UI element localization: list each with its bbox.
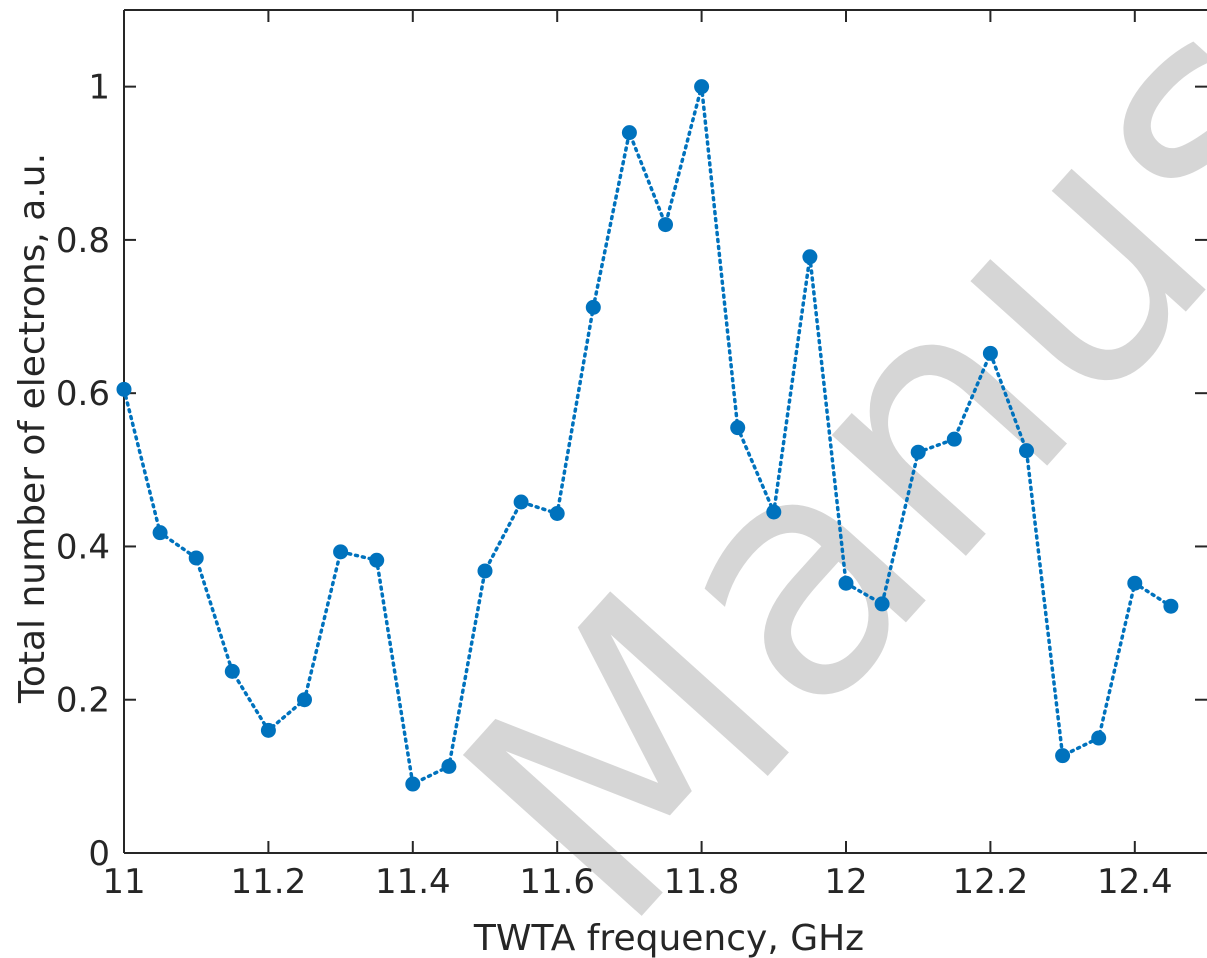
data-point (297, 692, 312, 708)
data-point (802, 249, 818, 265)
x-tick-label: 11.2 (231, 862, 307, 902)
data-point (477, 563, 493, 579)
data-point (224, 663, 240, 679)
y-tick-label: 0.4 (56, 527, 110, 567)
x-axis-label: TWTA frequency, GHz (473, 918, 864, 958)
x-tick-label: 12 (824, 862, 867, 902)
data-point (441, 758, 457, 774)
y-tick-label: 1 (88, 68, 110, 108)
data-point (549, 506, 565, 522)
data-point (982, 345, 998, 361)
data-point (116, 381, 132, 397)
y-axis-label: Total number of electrons, a.u. (12, 153, 53, 704)
axes: 11 11.2 11.4 11.6 11.8 12 12.2 12.4 0 0.2 0.4 0.6 0.… (56, 9, 1207, 902)
x-tick-label: 11.4 (375, 862, 451, 902)
data-point (730, 420, 746, 436)
x-tick-label: 12.4 (1097, 862, 1173, 902)
data-series (116, 79, 1179, 792)
data-point (910, 444, 926, 460)
data-point (694, 79, 710, 95)
data-point (513, 494, 529, 510)
y-tick-label: 0.2 (56, 681, 110, 721)
data-point (333, 544, 349, 560)
data-point (405, 776, 421, 792)
x-tick-label: 11 (102, 862, 145, 902)
data-point (152, 525, 168, 541)
data-point (621, 125, 637, 141)
data-point (1163, 598, 1179, 614)
y-tick-label: 0 (88, 834, 110, 874)
data-point (838, 575, 854, 591)
y-tick-label: 0.6 (56, 374, 110, 414)
data-point (188, 550, 204, 566)
y-tick-label: 0.8 (56, 221, 110, 261)
x-tick-label: 11.8 (664, 862, 740, 902)
x-tick-label: 11.6 (519, 862, 595, 902)
data-point (946, 431, 962, 447)
data-point (260, 722, 276, 738)
data-point (1055, 748, 1071, 764)
data-point (1019, 443, 1034, 459)
watermark: Manuscript (393, 0, 1207, 958)
series-line (122, 86, 1173, 787)
x-tick-label: 12.2 (953, 862, 1029, 902)
data-point (658, 217, 673, 233)
data-point (585, 299, 601, 315)
watermark-text: Manuscript (393, 0, 1207, 958)
data-point (874, 596, 890, 612)
data-point (1127, 575, 1143, 591)
data-point (1091, 730, 1107, 746)
data-point (369, 552, 385, 568)
data-point (766, 504, 782, 520)
